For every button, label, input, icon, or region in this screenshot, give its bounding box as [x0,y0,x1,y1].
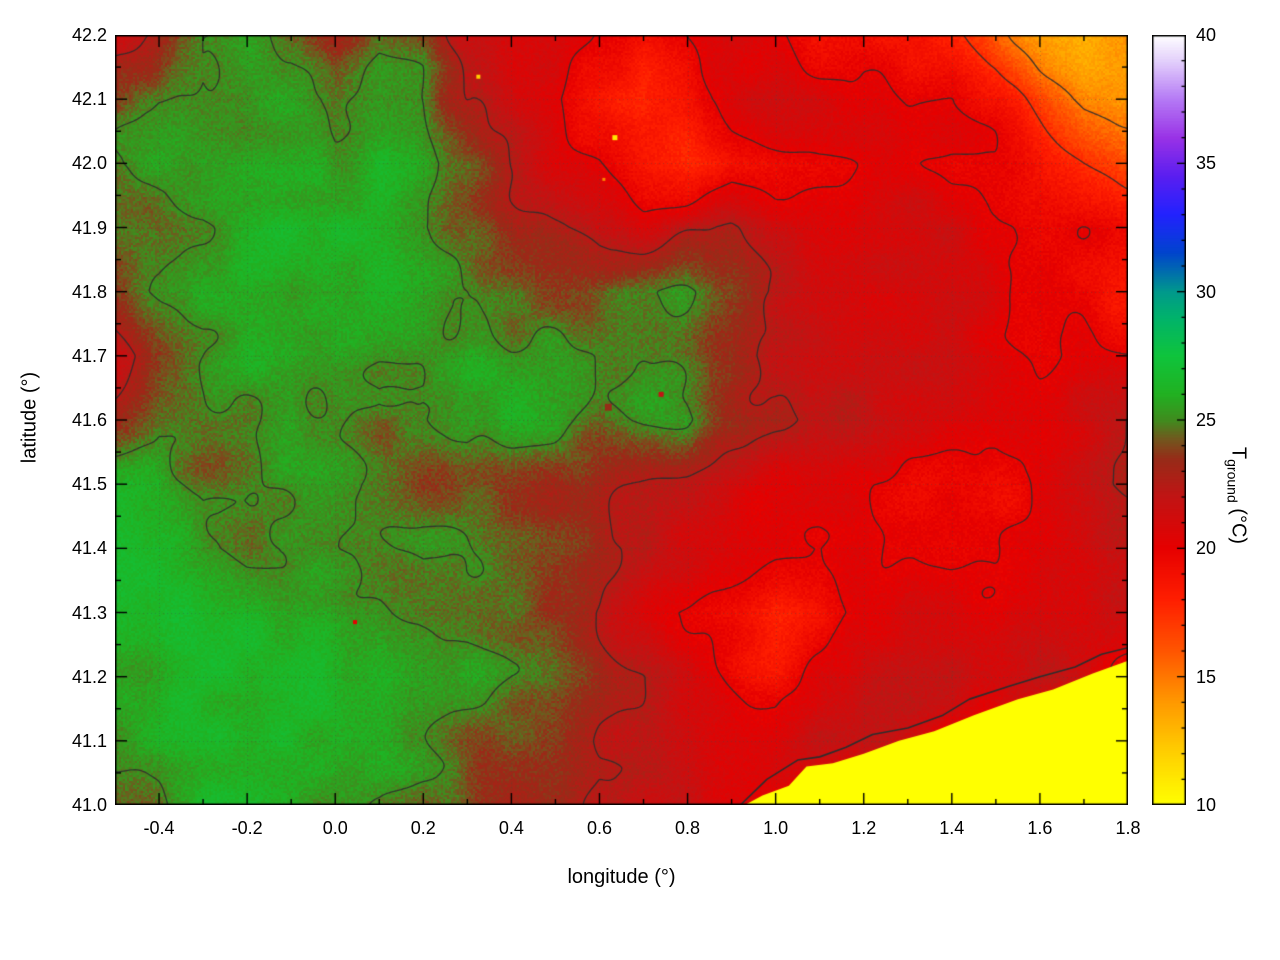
y-tick-label: 42.0 [71,153,107,174]
x-tick-label: 1.8 [1115,818,1141,838]
x-tick-label: 0.8 [675,818,701,838]
x-tick-label: 1.4 [939,818,965,838]
colorbar-label: Tground (°C) [1225,346,1250,646]
colorbar-tick-label: 10 [1196,795,1217,815]
y-tick-label: 41.6 [71,410,107,430]
y-tick-label: 41.1 [71,730,107,751]
heatmap-canvas [115,35,1128,805]
y-tick-label: 41.8 [71,281,107,302]
x-axis-label: longitude (°) [567,866,676,888]
y-tick-label: 41.0 [71,795,107,815]
y-tick-label: 42.2 [71,25,107,45]
x-tick-label: -0.4 [143,818,175,838]
y-tick-label: 41.4 [71,538,107,559]
y-tick-label: 41.9 [71,217,107,238]
x-tick-label: 0.6 [586,818,612,838]
colorbar-tick-label: 40 [1196,25,1217,45]
colorbar [1152,35,1186,805]
y-tick-label: 41.3 [71,602,107,623]
y-tick-label: 42.1 [71,89,107,110]
x-tick-label: -0.2 [231,818,263,838]
colorbar-tick-label: 30 [1196,281,1217,302]
y-tick-label: 41.7 [71,345,107,366]
x-tick-label: 0.0 [322,818,348,838]
colorbar-tick-label: 25 [1196,410,1217,430]
colorbar-label-main: T [1227,446,1250,460]
colorbar-tick-label: 15 [1196,666,1217,687]
x-tick-label: 1.2 [851,818,877,838]
y-tick-label: 41.5 [71,474,107,495]
colorbar-tick-label: 35 [1196,153,1217,174]
x-tick-label: 0.4 [498,818,524,838]
colorbar-tick-label: 20 [1196,538,1217,559]
x-tick-label: 0.2 [410,818,436,838]
colorbar-label-subscript: ground [1224,459,1241,503]
x-tick-label: 1.0 [763,818,789,838]
x-tick-label: 1.6 [1027,818,1053,838]
y-tick-label: 41.2 [71,666,107,687]
